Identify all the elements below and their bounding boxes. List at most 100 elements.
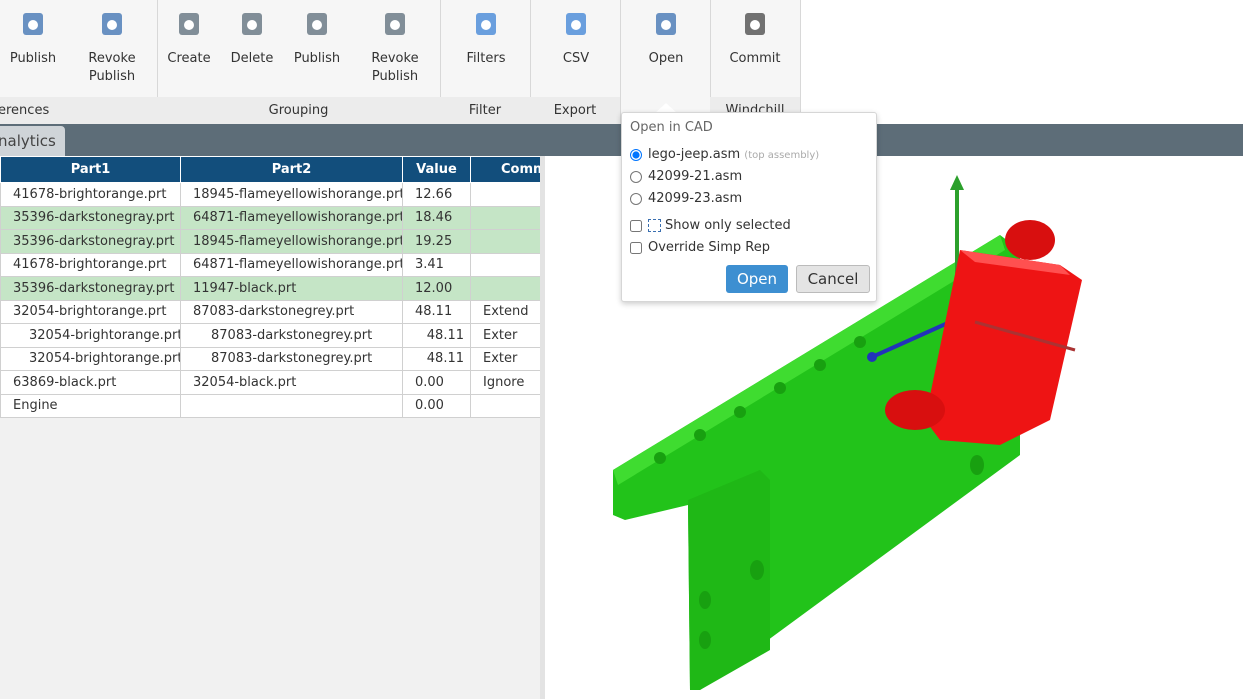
option-label: 42099-21.asm — [648, 169, 743, 184]
button-icon — [745, 13, 765, 35]
table-cell: 32054-brightorange.prt — [0, 323, 181, 348]
toolbar-button[interactable]: Revoke Publish — [356, 10, 434, 86]
table-cell: 32054-brightorange.prt — [0, 299, 181, 324]
button-label: Filters — [466, 51, 506, 66]
toolbar-group: erences Publish Revoke Publish — [0, 0, 158, 124]
table-cell: 32054-black.prt — [180, 370, 403, 395]
table-row[interactable]: 32054-brightorange.prt 87083-darkstonegre… — [0, 323, 540, 348]
button-icon — [385, 13, 405, 35]
model-seat-edge — [960, 250, 1070, 275]
table-cell — [470, 182, 540, 207]
table-row[interactable]: 35396-darkstonegray.prt 64871-flameyellow… — [0, 205, 540, 230]
radio[interactable] — [630, 192, 642, 205]
group-label: Export — [530, 97, 620, 124]
splitter[interactable] — [540, 156, 545, 699]
table-row[interactable]: 41678-brightorange.prt 64871-flameyellowi… — [0, 252, 540, 277]
table-cell: 64871-flameyellowishorange.prt — [180, 205, 403, 230]
table-row[interactable]: 32054-brightorange.prt 87083-darkstonegre… — [0, 299, 540, 324]
button-label: Delete — [230, 51, 274, 66]
toolbar-button[interactable]: CSV — [537, 10, 615, 68]
table-row[interactable]: 35396-darkstonegray.prt 18945-flameyellow… — [0, 229, 540, 254]
toolbar-group: Grouping Create Delete Publish Revoke Publis… — [157, 0, 441, 124]
table-cell — [470, 205, 540, 230]
checkbox[interactable] — [630, 219, 642, 232]
toolbar-button[interactable]: Publish — [278, 10, 356, 68]
table-cell: 35396-darkstonegray.prt — [0, 276, 181, 301]
axis-y-head — [950, 175, 964, 190]
table-cell: 12.66 — [402, 182, 471, 207]
table-cell: 35396-darkstonegray.prt — [0, 205, 181, 230]
checkbox-label: Show only selected — [665, 218, 791, 233]
table-cell: 18945-flameyellowishorange.prt — [180, 229, 403, 254]
checkbox-option[interactable]: Override Simp Rep — [630, 239, 770, 257]
tab-label: nalytics — [0, 132, 56, 150]
table-cell: 87083-darkstonegrey.prt — [180, 299, 403, 324]
button-icon — [656, 13, 676, 35]
table-cell: 48.11 — [402, 299, 471, 324]
toolbar-button[interactable]: Create — [150, 10, 228, 68]
table-cell — [180, 393, 403, 418]
button-icon — [307, 13, 327, 35]
column-header: Part1 — [0, 156, 181, 183]
button-icon — [179, 13, 199, 35]
table-cell: Exter — [470, 323, 540, 348]
radio[interactable] — [630, 170, 642, 183]
button-label: CSV — [562, 51, 590, 66]
radio-option[interactable]: lego-jeep.asm (top assembly) — [630, 146, 819, 164]
toolbar-group: Open — [620, 0, 711, 124]
toolbar-button[interactable]: Revoke Publish — [73, 10, 151, 86]
tab[interactable]: nalytics — [0, 126, 65, 156]
selected-icon — [648, 219, 661, 232]
checkbox[interactable] — [630, 241, 642, 254]
toolbar-button[interactable]: Publish — [0, 10, 72, 68]
group-label: Grouping — [157, 97, 440, 124]
column-header: Comm — [470, 156, 540, 183]
radio-option[interactable]: 42099-21.asm — [630, 168, 742, 186]
cad-viewer[interactable] — [545, 156, 1243, 699]
radio[interactable] — [630, 148, 642, 161]
model-plate — [688, 470, 770, 690]
toolbar-group: Windchill Commit — [710, 0, 801, 124]
table-row[interactable]: 32054-brightorange.prt 87083-darkstonegre… — [0, 346, 540, 371]
open-dialog: Open in CAD lego-jeep.asm (top assembly)… — [621, 112, 877, 302]
dialog-button[interactable]: Cancel — [796, 265, 870, 293]
table-cell: 48.11 — [402, 323, 471, 348]
button-label: Open — [648, 51, 684, 66]
toolbar-button[interactable]: Delete — [213, 10, 291, 68]
button-icon — [102, 13, 122, 35]
radio-option[interactable]: 42099-23.asm — [630, 190, 742, 208]
table-cell: Engine — [0, 393, 181, 418]
table-row[interactable]: 35396-darkstonegray.prt 11947-black.prt 12… — [0, 276, 540, 301]
toolbar-button[interactable]: Commit — [716, 10, 794, 68]
column-header: Value — [402, 156, 471, 183]
table-cell — [470, 252, 540, 277]
table-cell: 87083-darkstonegrey.prt — [180, 346, 403, 371]
table-cell — [470, 393, 540, 418]
table-row[interactable]: Engine 0.00 — [0, 393, 540, 418]
group-label: erences — [0, 97, 157, 124]
table-cell: 3.41 — [402, 252, 471, 277]
table-cell: 63869-black.prt — [0, 370, 181, 395]
table-cell — [470, 229, 540, 254]
dialog-title: Open in CAD — [630, 120, 713, 135]
toolbar-button[interactable]: Open — [627, 10, 705, 68]
model-seat-hinge — [1005, 220, 1055, 260]
toolbar-group: Export CSV — [530, 0, 621, 124]
button-label: Commit — [729, 51, 781, 66]
axis-z-head — [867, 352, 877, 362]
toolbar-button[interactable]: Filters — [447, 10, 525, 68]
button-icon — [23, 13, 43, 35]
button-label: Publish — [9, 51, 57, 66]
button-icon — [566, 13, 586, 35]
option-label: lego-jeep.asm — [648, 147, 741, 162]
checkbox-option[interactable]: Show only selected — [630, 217, 791, 235]
table-row[interactable]: 41678-brightorange.prt 18945-flameyellowi… — [0, 182, 540, 207]
model-holes — [654, 336, 984, 649]
checkbox-label: Override Simp Rep — [648, 240, 770, 255]
table-cell: 32054-brightorange.prt — [0, 346, 181, 371]
table-row[interactable]: 63869-black.prt 32054-black.prt 0.00 Ignore — [0, 370, 540, 395]
table-cell: 64871-flameyellowishorange.prt — [180, 252, 403, 277]
dialog-button[interactable]: Open — [726, 265, 788, 293]
table-cell: 19.25 — [402, 229, 471, 254]
